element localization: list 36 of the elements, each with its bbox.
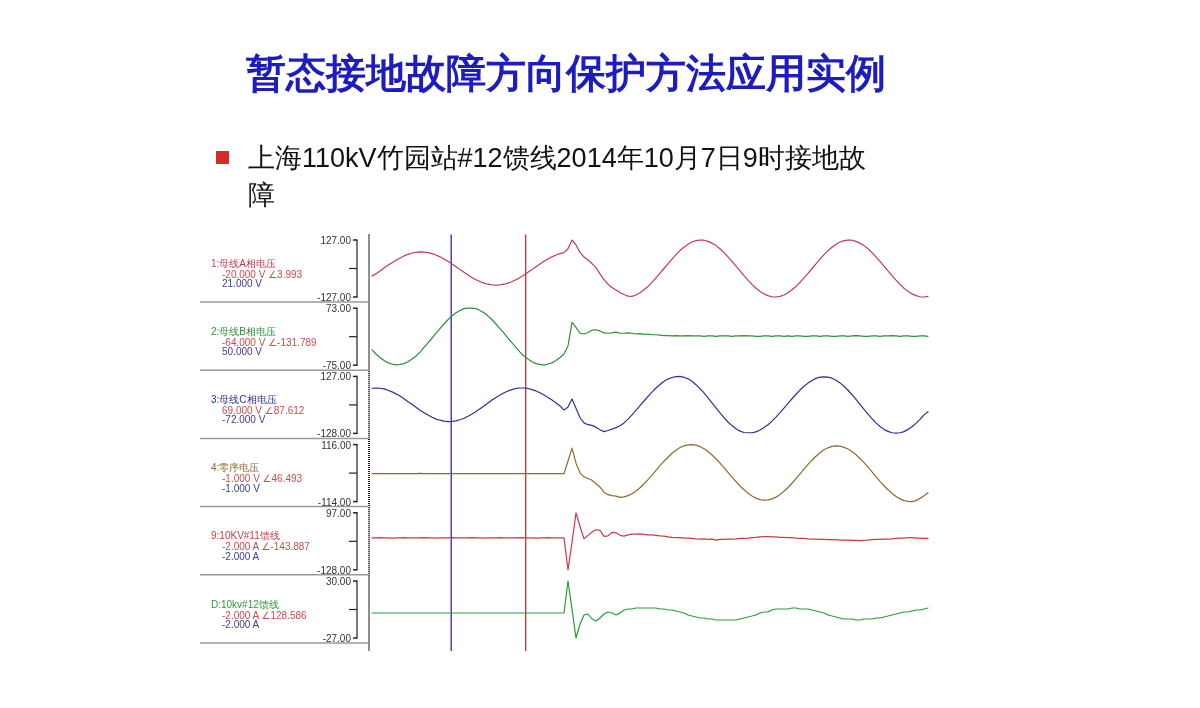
text: -2.000 A ∠128.586 — [222, 609, 308, 621]
text: -2.000 A — [222, 550, 260, 562]
y-tick-label: 127.00 — [320, 370, 352, 382]
text: D:10kv#12馈线 — [211, 598, 279, 610]
text: 4:零序电压 — [211, 462, 260, 474]
y-tick-label: 73.00 — [325, 302, 352, 314]
chart-title: 暂态接地故障方向保护方法应用实例 — [246, 51, 886, 95]
y-tick-label: 97.00 — [325, 507, 352, 519]
text: -20.000 V ∠3.993 — [222, 268, 303, 280]
y-tick-label: -27.00 — [322, 632, 352, 644]
text: 2:母线B相电压 — [211, 325, 277, 337]
line-series — [371, 580, 929, 639]
text: 9:10KV#11馈线 — [211, 530, 280, 542]
text: -1.000 V ∠46.493 — [222, 473, 303, 485]
y-tick-label: -127.00 — [317, 291, 352, 303]
text: 50.000 V — [222, 346, 263, 358]
y-tick-label: 30.00 — [325, 575, 352, 587]
y-tick-label: 116.00 — [321, 439, 352, 451]
line-series — [371, 239, 929, 298]
text: -72.000 V — [222, 414, 266, 426]
y-tick-label: 127.00 — [320, 234, 352, 246]
text: -2.000 A ∠-143.887 — [222, 541, 311, 553]
y-tick-label: -128.00 — [317, 564, 352, 576]
text: 69.000 V ∠87.612 — [222, 404, 305, 416]
text: -1.000 V — [222, 482, 261, 494]
chart-subtitle: 上海110kV竹园站#12馈线2014年10月7日9时接地故障 — [248, 143, 866, 210]
text: 3:母线C相电压 — [211, 393, 277, 405]
line-series — [371, 444, 929, 503]
text: 1:母线A相电压 — [211, 257, 277, 269]
y-tick-label: -128.00 — [317, 427, 352, 439]
y-tick-label: -114.00 — [317, 496, 352, 508]
y-tick-label: -75.00 — [322, 359, 352, 371]
text: -2.000 A — [222, 619, 260, 630]
text: -64.000 V ∠-131.789 — [222, 336, 318, 348]
line-series — [371, 307, 929, 366]
text: 21.000 V — [222, 278, 263, 289]
